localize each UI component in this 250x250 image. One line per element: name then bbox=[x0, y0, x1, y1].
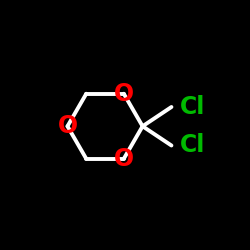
Text: O: O bbox=[114, 147, 134, 171]
Text: Cl: Cl bbox=[180, 95, 206, 119]
Text: O: O bbox=[58, 114, 78, 138]
Text: Cl: Cl bbox=[180, 134, 206, 158]
Text: O: O bbox=[114, 82, 134, 106]
